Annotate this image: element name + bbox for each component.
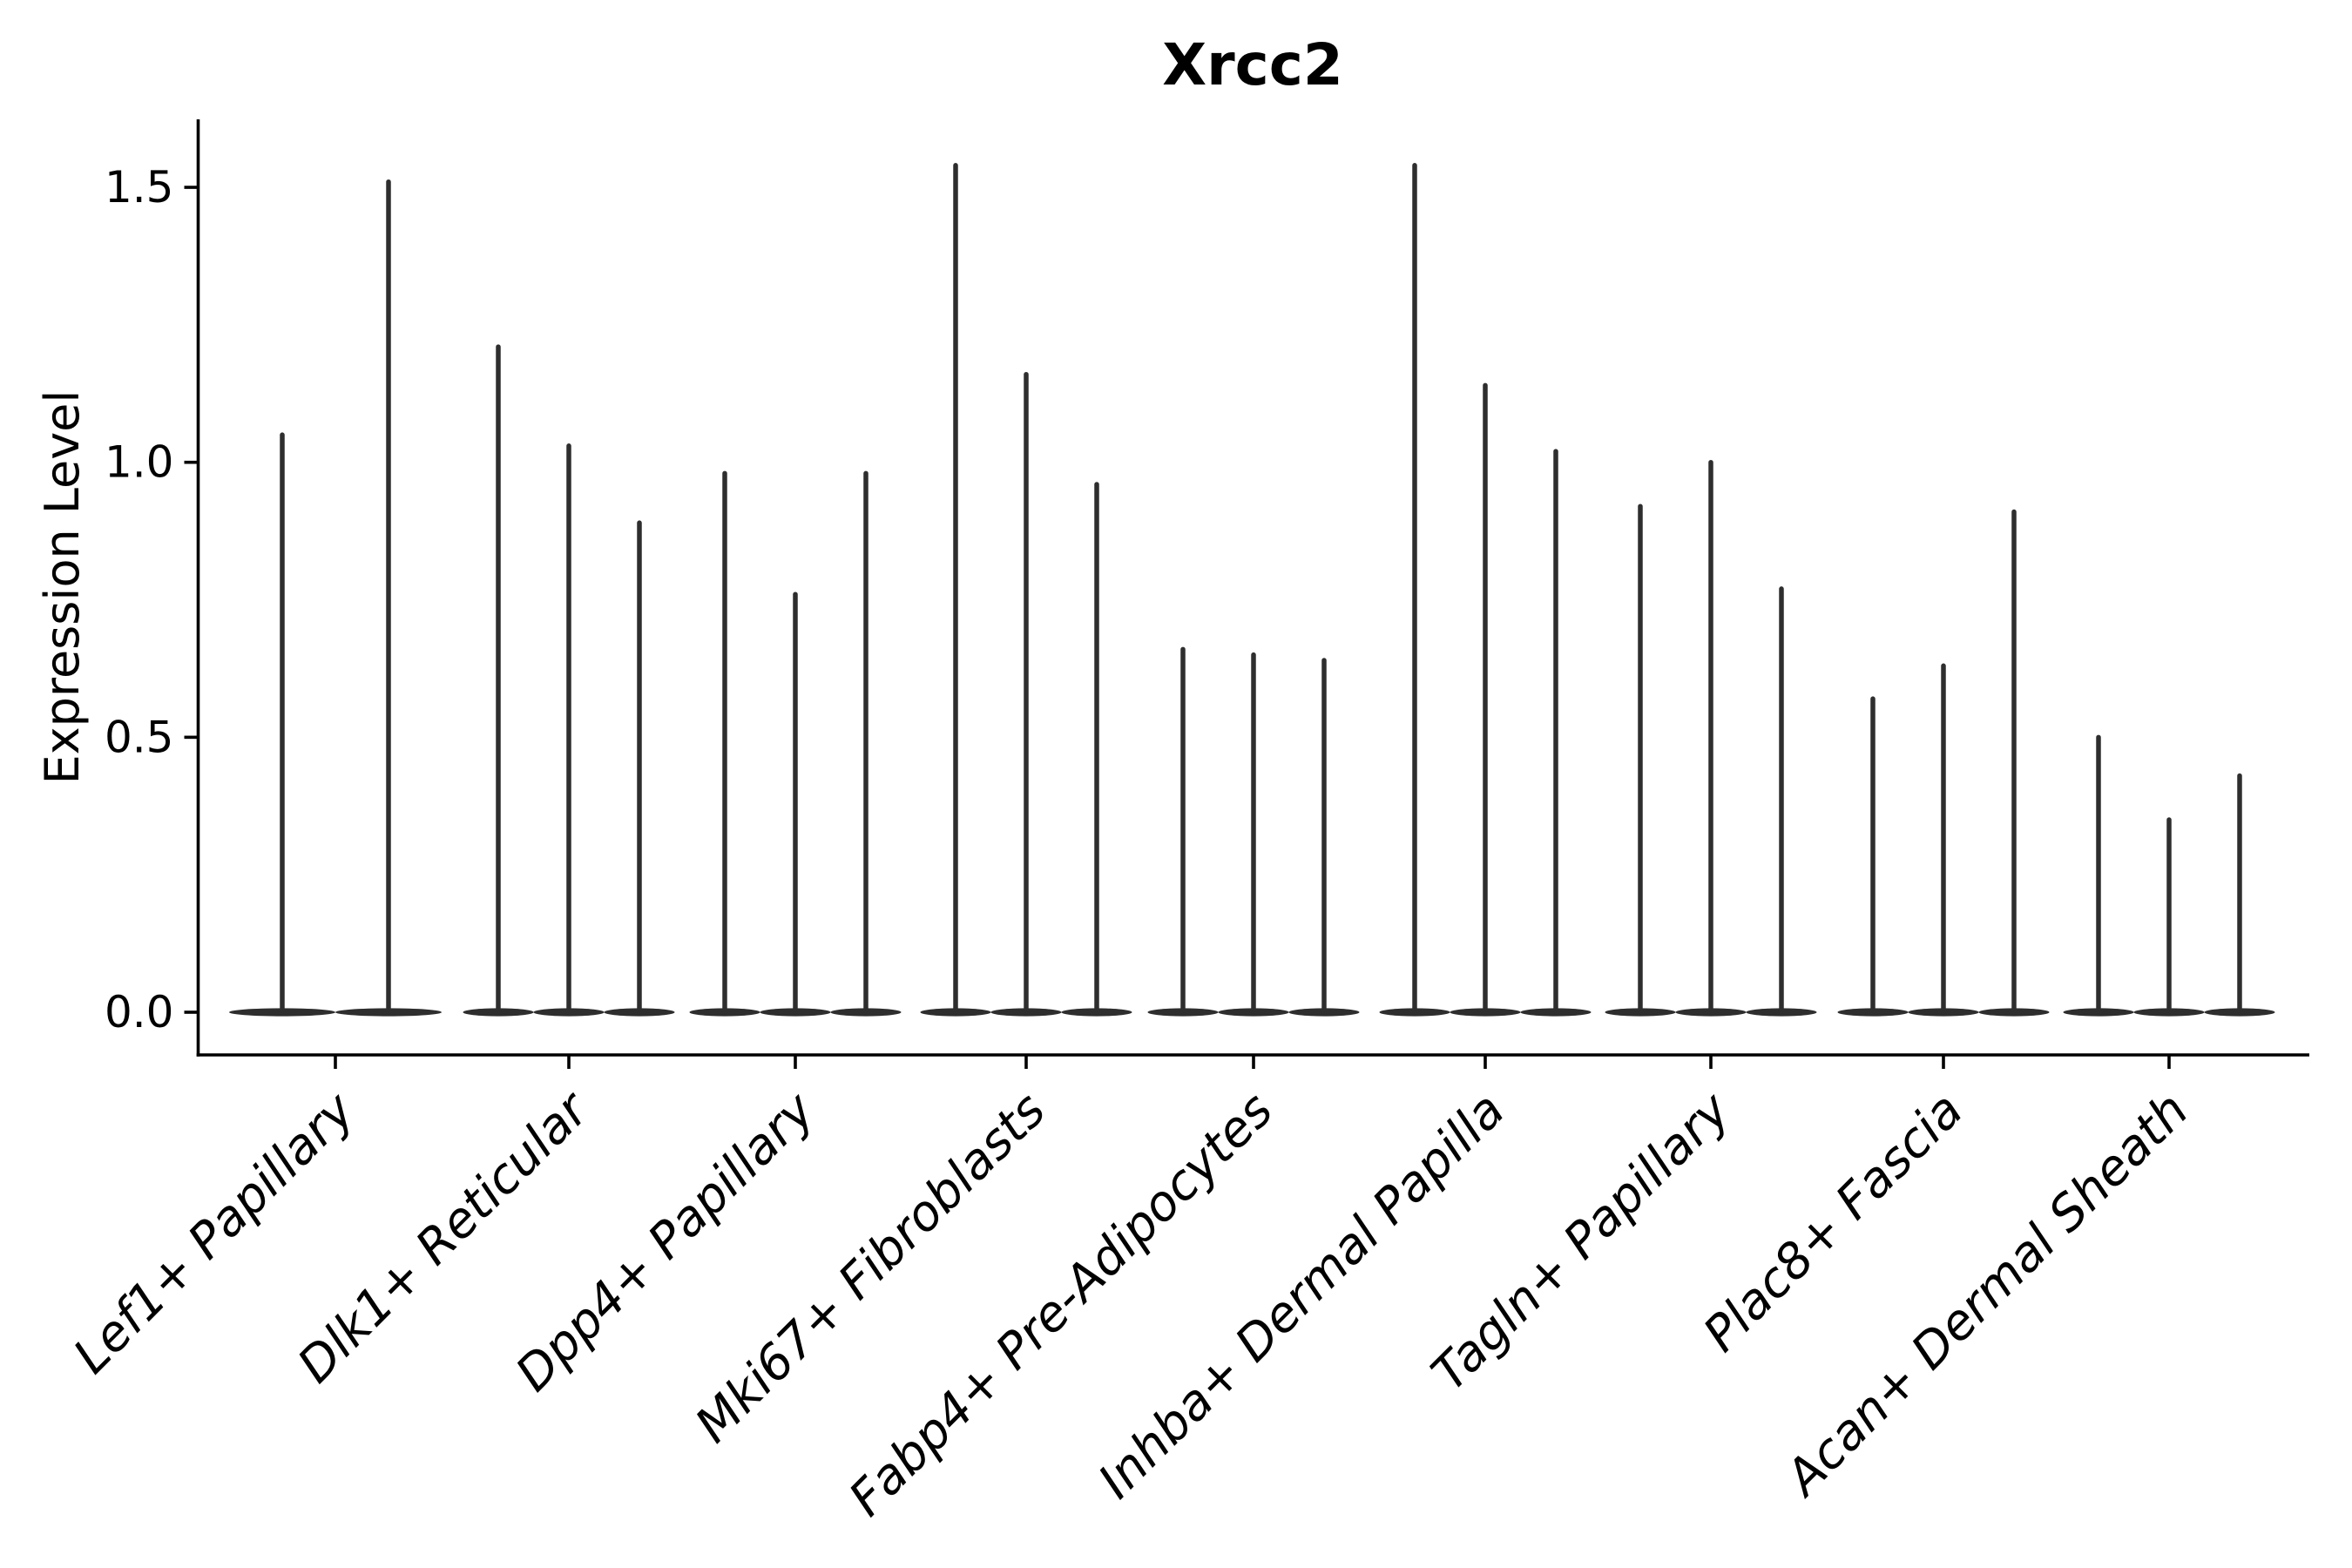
violin [1746, 586, 1817, 1017]
y-tick-label: 1.0 [105, 437, 174, 488]
violin [229, 432, 335, 1017]
violin [1978, 509, 2050, 1017]
violin [1520, 449, 1592, 1017]
violin [1218, 652, 1289, 1017]
x-tick-label: Acan+ Dermal Sheath [1774, 1082, 2200, 1508]
violin [760, 591, 831, 1017]
violin [2063, 734, 2134, 1017]
violin [2204, 773, 2275, 1017]
violin [1908, 663, 1979, 1017]
y-tick-label: 0.0 [105, 987, 174, 1037]
violin [1379, 163, 1450, 1017]
x-tick-label: Inhba+ Dermal Papilla [1088, 1082, 1516, 1510]
chart-title: Xrcc2 [1162, 31, 1343, 98]
violin [604, 520, 675, 1017]
x-tick-label: Fabp4+ Pre-Adipocytes [839, 1082, 1284, 1527]
violin [1288, 658, 1360, 1017]
violin [533, 443, 605, 1017]
violin [830, 470, 902, 1017]
violin [2133, 817, 2205, 1017]
violin [1147, 646, 1219, 1017]
violins [229, 163, 2275, 1017]
y-axis-title: Expression Level [35, 390, 90, 785]
violin [689, 470, 760, 1017]
violin [920, 163, 991, 1017]
violin [990, 371, 1062, 1017]
violin [463, 344, 534, 1017]
violin [1450, 382, 1521, 1017]
y-tick-label: 1.5 [105, 162, 174, 213]
y-tick-label: 0.5 [105, 712, 174, 762]
violin [335, 179, 442, 1017]
violin [1675, 459, 1747, 1017]
violin [1061, 482, 1132, 1017]
violin [1837, 696, 1909, 1017]
y-axis-ticks: 0.0 0.5 1.0 1.5 [105, 162, 199, 1037]
violin [1605, 504, 1676, 1017]
